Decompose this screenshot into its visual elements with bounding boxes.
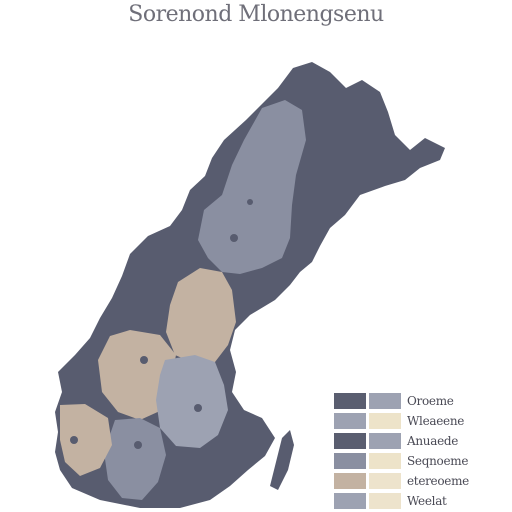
city-marker[interactable] xyxy=(70,436,78,444)
legend-row: Anuaede xyxy=(334,432,504,450)
legend-swatch xyxy=(334,473,366,489)
legend-swatch xyxy=(369,393,401,409)
map-title: Sorenond Mlonengsenu xyxy=(128,2,384,27)
map-legend: Oroeme Wleaeene Anuaede Seqnoeme etereoeme We… xyxy=(334,392,504,512)
legend-swatch xyxy=(369,433,401,449)
city-marker[interactable] xyxy=(230,234,238,242)
legend-label: Wleaeene xyxy=(407,414,465,428)
legend-swatch xyxy=(334,433,366,449)
legend-row: Weelat xyxy=(334,492,504,510)
region-south-light[interactable] xyxy=(104,418,166,500)
city-marker[interactable] xyxy=(194,404,202,412)
legend-label: Weelat xyxy=(407,494,447,508)
legend-row: Wleaeene xyxy=(334,412,504,430)
region-island[interactable] xyxy=(270,430,294,490)
region-central-tan[interactable] xyxy=(166,268,236,364)
legend-swatch xyxy=(369,453,401,469)
legend-swatch xyxy=(334,493,366,509)
legend-swatch xyxy=(369,473,401,489)
city-marker[interactable] xyxy=(134,441,142,449)
legend-swatch xyxy=(334,393,366,409)
legend-swatch xyxy=(334,453,366,469)
legend-label: Oroeme xyxy=(407,394,454,408)
legend-swatch xyxy=(334,413,366,429)
city-marker[interactable] xyxy=(140,356,148,364)
legend-label: etereoeme xyxy=(407,474,469,488)
legend-row: etereoeme xyxy=(334,472,504,490)
legend-row: Seqnoeme xyxy=(334,452,504,470)
legend-label: Anuaede xyxy=(407,434,459,448)
city-marker[interactable] xyxy=(247,199,253,205)
region-east-central[interactable] xyxy=(156,355,228,448)
region-north-light[interactable] xyxy=(198,100,306,274)
legend-swatch xyxy=(369,493,401,509)
legend-label: Seqnoeme xyxy=(407,454,469,468)
legend-row: Oroeme xyxy=(334,392,504,410)
legend-swatch xyxy=(369,413,401,429)
region-southwest-tan[interactable] xyxy=(60,404,112,476)
